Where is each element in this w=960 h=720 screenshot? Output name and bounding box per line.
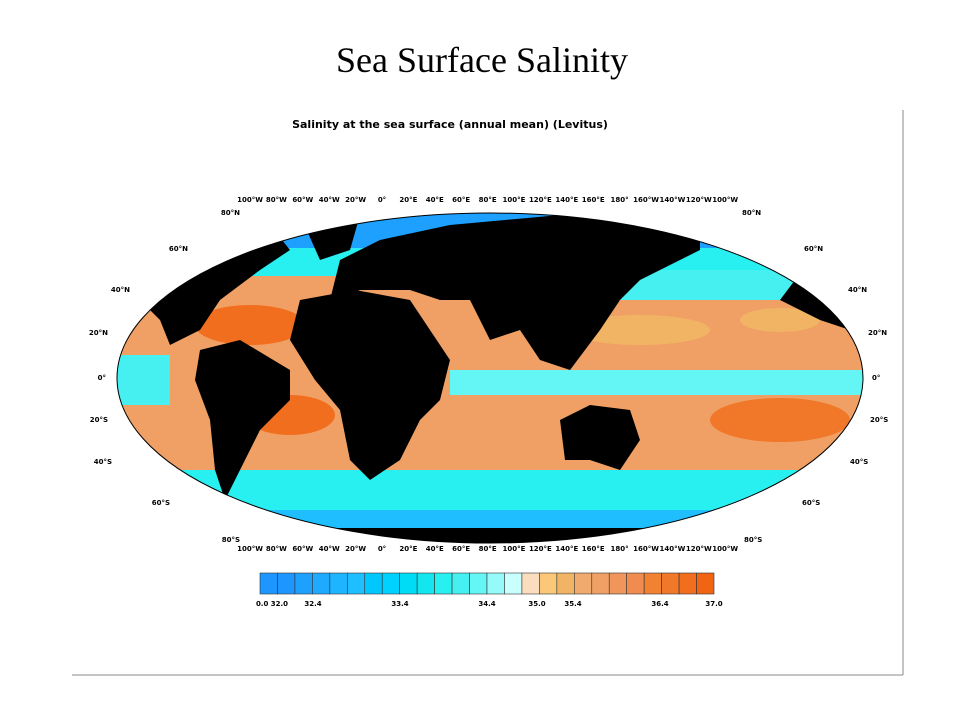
colorbar-box <box>416 572 435 595</box>
longitude-label: 60°E <box>452 545 470 553</box>
longitude-label: 40°W <box>319 545 340 553</box>
latitude-label: 40°S <box>94 458 112 466</box>
longitude-label: 40°W <box>319 196 340 204</box>
latitude-label: 80°S <box>744 536 762 544</box>
latitude-label: 20°S <box>870 416 888 424</box>
longitude-label: 20°W <box>345 196 366 204</box>
longitude-label: 100°W <box>237 196 263 204</box>
latitude-label: 60°N <box>169 245 188 253</box>
longitude-label: 60°E <box>452 196 470 204</box>
colorbar-box <box>277 572 296 595</box>
latitude-label: 60°S <box>152 499 170 507</box>
longitude-label: 120°W <box>686 196 712 204</box>
colorbar-box <box>643 572 662 595</box>
longitude-label: 40°E <box>426 545 444 553</box>
colorbar-label: 35.4 <box>564 600 581 608</box>
longitude-label: 20°W <box>345 545 366 553</box>
longitude-label: 80°W <box>266 196 287 204</box>
colorbar-box <box>347 572 366 595</box>
longitude-label: 180° <box>611 196 629 204</box>
colorbar-label: 32.4 <box>304 600 321 608</box>
longitude-label: 160°W <box>633 545 659 553</box>
map-border <box>116 212 864 544</box>
colorbar-label: 34.4 <box>478 600 495 608</box>
latitude-label: 20°N <box>89 329 108 337</box>
longitude-label: 140°W <box>659 196 685 204</box>
colorbar-box <box>696 572 715 595</box>
colorbar-box <box>608 572 627 595</box>
colorbar-label: 35.0 <box>528 600 545 608</box>
latitude-label: 20°N <box>868 329 887 337</box>
longitude-label: 20°E <box>399 545 417 553</box>
colorbar-box <box>329 572 348 595</box>
longitude-label: 140°E <box>555 196 578 204</box>
colorbar-box <box>399 572 418 595</box>
slide-title: Sea Surface Salinity <box>336 40 628 80</box>
latitude-label: 60°S <box>802 499 820 507</box>
colorbar-label: 0.0 32.0 <box>256 600 288 608</box>
longitude-label: 120°E <box>529 196 552 204</box>
latitude-label: 60°N <box>804 245 823 253</box>
latitude-label: 80°N <box>221 209 240 217</box>
longitude-label: 80°E <box>479 196 497 204</box>
colorbar-box <box>661 572 680 595</box>
colorbar-box <box>678 572 697 595</box>
colorbar-box <box>556 572 575 595</box>
longitude-label: 100°W <box>712 196 738 204</box>
longitude-label: 100°E <box>503 196 526 204</box>
longitude-label: 100°E <box>503 545 526 553</box>
colorbar-box <box>451 572 470 595</box>
colorbar-box <box>591 572 610 595</box>
colorbar-label: 36.4 <box>651 600 668 608</box>
longitude-label: 40°E <box>426 196 444 204</box>
colorbar-box <box>521 572 540 595</box>
colorbar-box <box>626 572 645 595</box>
colorbar-label: 37.0 <box>705 600 722 608</box>
longitude-label: 60°W <box>292 196 313 204</box>
latitude-label: 20°S <box>90 416 108 424</box>
latitude-label: 40°N <box>848 286 867 294</box>
colorbar-box <box>259 572 278 595</box>
colorbar-box <box>381 572 400 595</box>
colorbar-box <box>539 572 558 595</box>
latitude-label: 40°S <box>850 458 868 466</box>
longitude-label: 140°W <box>659 545 685 553</box>
longitude-label: 0° <box>378 545 386 553</box>
latitude-label: 80°S <box>222 536 240 544</box>
figure-title: Salinity at the sea surface (annual mean… <box>292 118 608 131</box>
longitude-label: 100°W <box>712 545 738 553</box>
longitude-label: 120°W <box>686 545 712 553</box>
colorbar-box <box>486 572 505 595</box>
longitude-label: 100°W <box>237 545 263 553</box>
longitude-label: 0° <box>378 196 386 204</box>
colorbar-box <box>294 572 313 595</box>
longitude-label: 160°E <box>582 196 605 204</box>
colorbar-box <box>504 572 523 595</box>
longitude-label: 80°E <box>479 545 497 553</box>
longitude-label: 180° <box>611 545 629 553</box>
colorbar-box <box>469 572 488 595</box>
latitude-label: 0° <box>872 374 880 382</box>
colorbar-box <box>574 572 593 595</box>
colorbar-label: 33.4 <box>391 600 408 608</box>
longitude-label: 160°W <box>633 196 659 204</box>
longitude-label: 60°W <box>292 545 313 553</box>
colorbar-box <box>312 572 331 595</box>
latitude-label: 80°N <box>742 209 761 217</box>
colorbar-box <box>364 572 383 595</box>
colorbar-box <box>434 572 453 595</box>
latitude-label: 40°N <box>111 286 130 294</box>
longitude-label: 20°E <box>399 196 417 204</box>
latitude-label: 0° <box>98 374 106 382</box>
longitude-label: 120°E <box>529 545 552 553</box>
longitude-label: 160°E <box>582 545 605 553</box>
longitude-label: 80°W <box>266 545 287 553</box>
longitude-label: 140°E <box>555 545 578 553</box>
